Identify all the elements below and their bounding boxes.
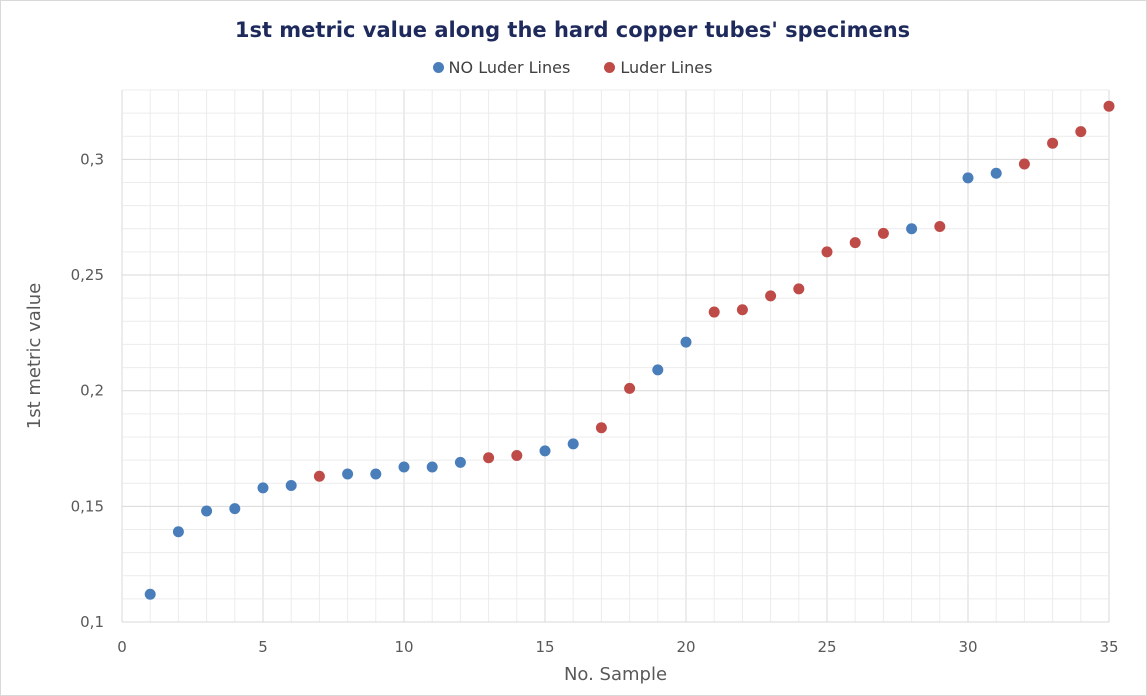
legend-item-luder: Luder Lines bbox=[604, 58, 712, 77]
data-point-no-luder bbox=[539, 445, 551, 457]
legend-marker-luder bbox=[604, 62, 616, 73]
data-point-no-luder bbox=[342, 468, 354, 480]
data-point-no-luder bbox=[257, 482, 269, 494]
data-point-no-luder bbox=[680, 336, 692, 348]
x-tick-label: 0 bbox=[117, 638, 127, 656]
data-point-no-luder bbox=[454, 456, 466, 468]
legend-label-no-luder: NO Luder Lines bbox=[448, 58, 571, 77]
x-tick-label: 35 bbox=[1099, 638, 1118, 656]
data-points bbox=[144, 100, 1115, 600]
x-axis-title: No. Sample bbox=[564, 664, 667, 685]
y-axis-title: 1st metric value bbox=[24, 283, 45, 429]
grid-lines bbox=[121, 89, 1110, 623]
data-point-luder bbox=[1047, 137, 1059, 149]
chart-title: 1st metric value along the hard copper t… bbox=[234, 18, 911, 42]
data-point-no-luder bbox=[172, 526, 184, 538]
data-point-no-luder bbox=[990, 167, 1002, 179]
data-point-luder bbox=[624, 382, 636, 394]
data-point-no-luder bbox=[398, 461, 410, 473]
y-tick-label: 0,25 bbox=[71, 266, 104, 284]
data-point-luder bbox=[877, 227, 889, 239]
x-tick-label: 15 bbox=[535, 638, 554, 656]
data-point-luder bbox=[765, 290, 777, 302]
data-point-no-luder bbox=[906, 223, 918, 235]
legend-marker-no-luder bbox=[432, 62, 444, 73]
data-point-luder bbox=[1075, 126, 1087, 138]
data-point-luder bbox=[793, 283, 805, 295]
data-point-no-luder bbox=[370, 468, 382, 480]
x-tick-label: 30 bbox=[958, 638, 977, 656]
y-tick-label: 0,3 bbox=[80, 150, 104, 168]
data-point-luder bbox=[1103, 100, 1115, 112]
data-point-no-luder bbox=[426, 461, 438, 473]
legend-label-luder: Luder Lines bbox=[620, 58, 713, 77]
y-tick-label: 0,15 bbox=[71, 497, 104, 515]
data-point-luder bbox=[595, 422, 607, 434]
chart-legend: NO Luder Lines Luder Lines bbox=[0, 58, 1145, 77]
data-point-luder bbox=[736, 304, 748, 316]
data-point-no-luder bbox=[652, 364, 664, 376]
data-point-no-luder bbox=[229, 503, 241, 515]
y-tick-label: 0,1 bbox=[80, 613, 104, 631]
data-point-luder bbox=[511, 449, 523, 461]
data-point-no-luder bbox=[201, 505, 213, 517]
x-tick-label: 5 bbox=[258, 638, 268, 656]
data-point-luder bbox=[483, 452, 495, 464]
data-point-no-luder bbox=[285, 480, 297, 492]
data-point-luder bbox=[821, 246, 833, 258]
data-point-luder bbox=[849, 237, 861, 249]
data-point-luder bbox=[1018, 158, 1030, 170]
data-point-luder bbox=[313, 470, 325, 482]
data-point-no-luder bbox=[962, 172, 974, 184]
tick-labels: 0 5 10 15 20 25 30 35 0,1 0,15 0,2 0,25 0,3 bbox=[71, 150, 1119, 656]
data-point-luder bbox=[934, 220, 946, 232]
data-point-no-luder bbox=[567, 438, 579, 450]
x-tick-label: 20 bbox=[676, 638, 695, 656]
legend-item-no-luder: NO Luder Lines bbox=[432, 58, 571, 77]
data-point-luder bbox=[708, 306, 720, 318]
data-point-no-luder bbox=[144, 588, 156, 600]
x-tick-label: 10 bbox=[394, 638, 413, 656]
x-tick-label: 25 bbox=[817, 638, 836, 656]
y-tick-label: 0,2 bbox=[80, 382, 104, 400]
